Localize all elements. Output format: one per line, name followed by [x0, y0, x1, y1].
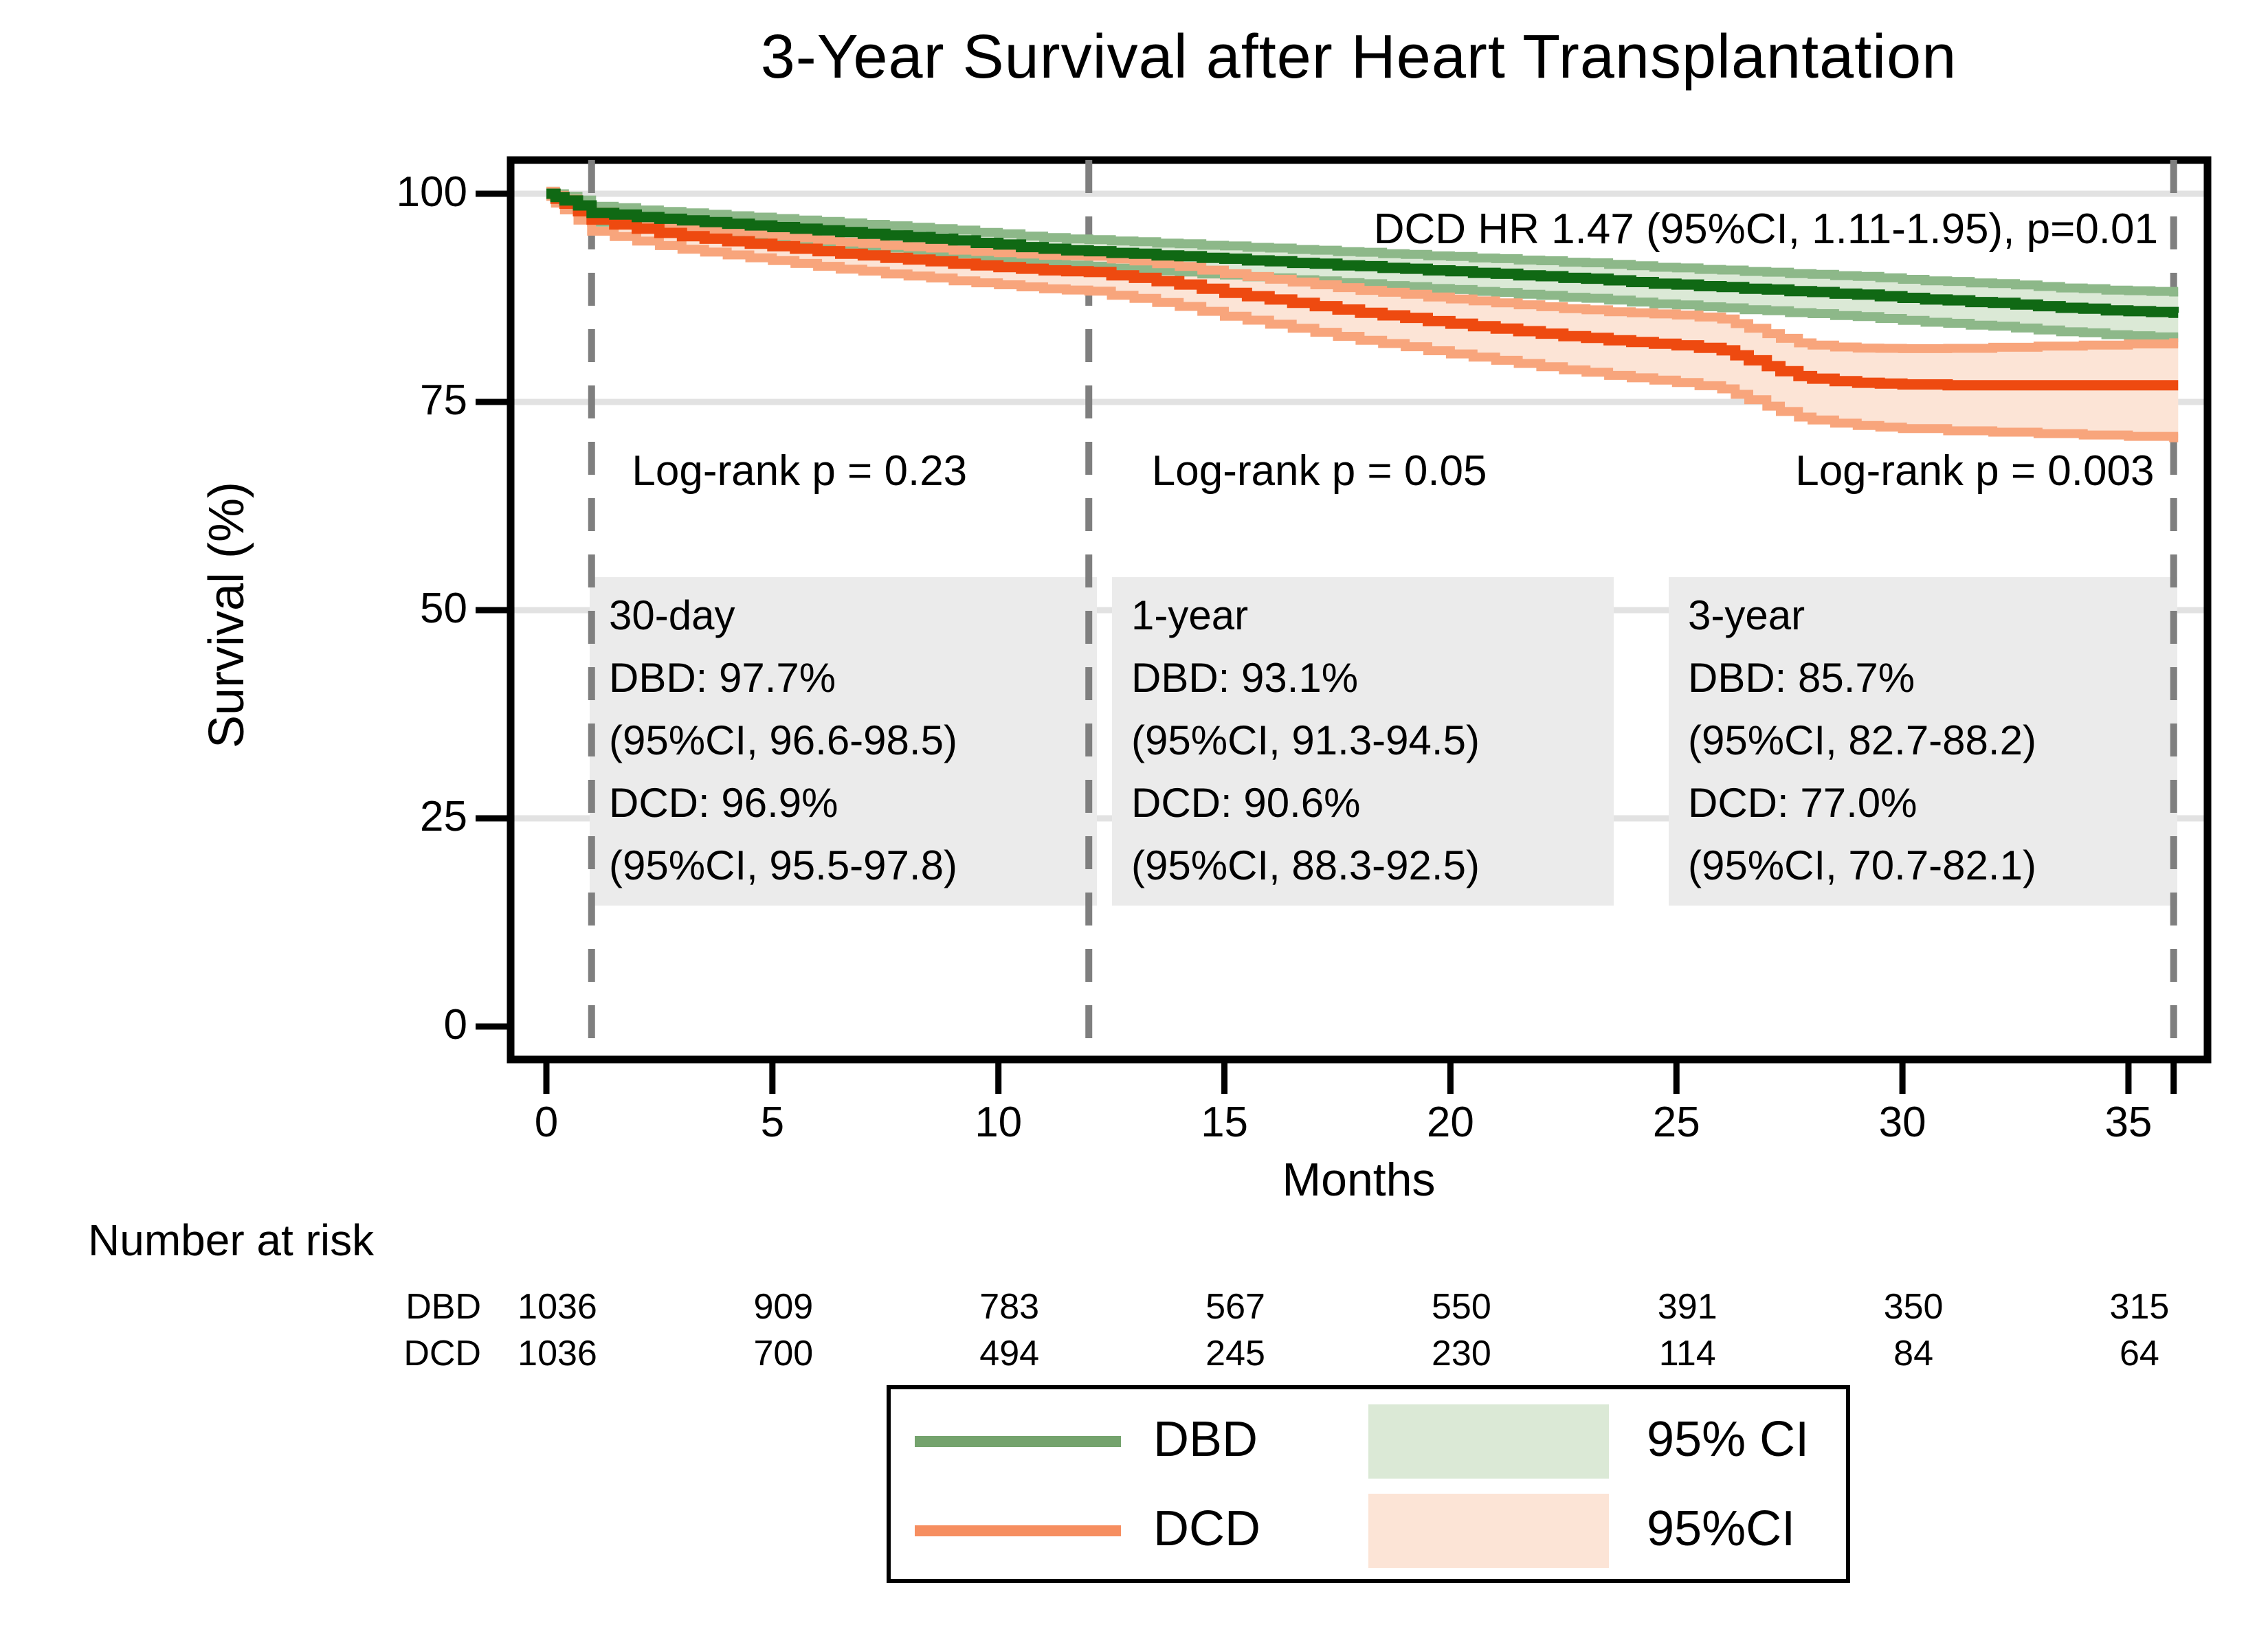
stat-box-1-year: 1-year DBD: 93.1% (95%CI, 91.3-94.5) DCD: 9…: [1131, 584, 1605, 897]
stat-box-line: DCD: 90.6%: [1131, 780, 1361, 826]
risk-value-DCD-3: 245: [1205, 1334, 1265, 1373]
log-rank-annotation-2: Log-rank p = 0.05: [1151, 447, 1487, 495]
risk-value-DBD-2: 783: [979, 1287, 1040, 1327]
dcd-legend-line: [915, 1525, 1121, 1536]
stat-box-line: (95%CI, 82.7-88.2): [1688, 717, 2036, 763]
dcd-ci-lower-edge: [546, 192, 2179, 442]
dbd-survival-curve: [546, 188, 2179, 318]
risk-value-DBD-7: 315: [2109, 1287, 2170, 1327]
x-tick-label-25: 25: [1652, 1099, 1700, 1146]
dcd-ci-swatch: [1368, 1494, 1609, 1568]
risk-value-DBD-5: 391: [1657, 1287, 1717, 1327]
legend-ci-label-1: 95% CI: [1647, 1412, 1810, 1467]
legend-label-DCD: DCD: [1153, 1501, 1260, 1556]
risk-value-DBD-3: 567: [1205, 1287, 1265, 1327]
stat-box-line: (95%CI, 96.6-98.5): [609, 717, 957, 763]
legend-label-DBD: DBD: [1153, 1412, 1258, 1467]
legend-ci-label-2: 95%CI: [1647, 1501, 1796, 1556]
y-tick-label-25: 25: [420, 793, 467, 840]
risk-value-DBD-1: 909: [753, 1287, 814, 1327]
y-tick-label-75: 75: [420, 377, 467, 424]
log-rank-annotation-3: Log-rank p = 0.003: [1795, 447, 2155, 495]
stat-box-line: DBD: 93.1%: [1131, 655, 1359, 701]
log-rank-annotation-1: Log-rank p = 0.23: [632, 447, 968, 495]
stat-box-heading: 3-year: [1688, 592, 1805, 638]
stat-box-30-day: 30-day DBD: 97.7% (95%CI, 96.6-98.5) DCD: 9…: [609, 584, 1089, 897]
risk-row-label-DBD: DBD: [405, 1287, 481, 1327]
chart-title: 3-Year Survival after Heart Transplantat…: [760, 23, 1957, 91]
risk-value-DBD-4: 550: [1432, 1287, 1491, 1327]
risk-value-DCD-2: 494: [979, 1334, 1040, 1373]
stat-box-line: (95%CI, 91.3-94.5): [1131, 717, 1480, 763]
number-at-risk-heading: Number at risk: [88, 1215, 375, 1265]
risk-value-DCD-7: 64: [2120, 1334, 2159, 1373]
risk-value-DCD-1: 700: [753, 1334, 814, 1373]
y-axis-label: Survival (%): [199, 481, 254, 749]
hazard-ratio-annotation: DCD HR 1.47 (95%CI, 1.11-1.95), p=0.01: [1373, 205, 2158, 253]
risk-row-label-DCD: DCD: [403, 1334, 481, 1373]
x-tick-label-10: 10: [975, 1099, 1023, 1146]
stat-box-line: DCD: 77.0%: [1688, 780, 1917, 826]
x-tick-label-30: 30: [1878, 1099, 1926, 1146]
stat-box-line: (95%CI, 95.5-97.8): [609, 842, 957, 888]
stat-box-line: DBD: 85.7%: [1688, 655, 1915, 701]
risk-value-DBD-0: 1036: [518, 1287, 597, 1327]
stat-box-bg-2: [1669, 577, 2177, 906]
stat-box-3-year: 3-year DBD: 85.7% (95%CI, 82.7-88.2) DCD: 7…: [1688, 584, 2169, 897]
stat-box-bg-1: [1112, 577, 1614, 906]
x-tick-label-5: 5: [760, 1099, 785, 1146]
y-tick-label-50: 50: [420, 585, 467, 632]
stat-box-line: DCD: 96.9%: [609, 780, 838, 826]
x-tick-label-20: 20: [1426, 1099, 1474, 1146]
y-tick-label-0: 0: [443, 1001, 467, 1048]
dbd-ci-swatch: [1368, 1404, 1609, 1479]
risk-value-DCD-0: 1036: [518, 1334, 597, 1373]
x-axis-label: Months: [1282, 1154, 1436, 1206]
stat-box-heading: 1-year: [1131, 592, 1249, 638]
dbd-legend-line: [915, 1436, 1121, 1447]
x-tick-label-35: 35: [2104, 1099, 2153, 1146]
stat-box-bg-0: [590, 577, 1097, 906]
y-tick-label-100: 100: [396, 168, 467, 216]
x-tick-label-15: 15: [1201, 1099, 1249, 1146]
risk-value-DCD-6: 84: [1893, 1334, 1934, 1373]
x-tick-label-0: 0: [534, 1099, 559, 1146]
stat-box-line: DBD: 97.7%: [609, 655, 836, 701]
dbd-ci-upper-edge: [546, 186, 2179, 297]
stat-box-heading: 30-day: [609, 592, 735, 638]
dcd-survival-curve: [546, 188, 2179, 391]
stat-box-line: (95%CI, 88.3-92.5): [1131, 842, 1480, 888]
risk-value-DCD-5: 114: [1658, 1334, 1716, 1373]
risk-value-DBD-6: 350: [1883, 1287, 1944, 1327]
stat-box-line: (95%CI, 70.7-82.1): [1688, 842, 2036, 888]
risk-value-DCD-4: 230: [1432, 1334, 1491, 1373]
legend: DBD 95% CI DCD 95%CI: [887, 1385, 1850, 1583]
dcd-ci-upper-edge: [546, 186, 2179, 353]
curves-group: [546, 186, 2179, 442]
